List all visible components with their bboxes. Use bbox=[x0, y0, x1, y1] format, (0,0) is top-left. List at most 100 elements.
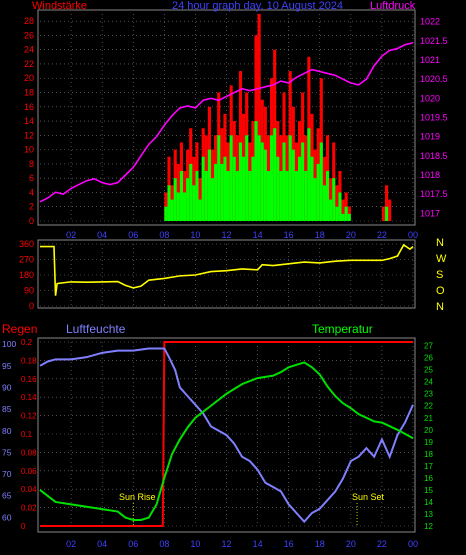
chart-title: 24 hour graph day, 10 August 2024 bbox=[172, 0, 344, 12]
humidity-y-tick-label: 95 bbox=[2, 361, 12, 371]
rain-y-tick-label: 0.08 bbox=[21, 448, 37, 457]
pressure-series-line bbox=[39, 41, 414, 203]
climate-x-tick-label: 12 bbox=[221, 539, 231, 549]
temperature-y-tick-label: 23 bbox=[424, 390, 433, 399]
rain-y-tick-label: 0 bbox=[21, 522, 26, 531]
wind-bars bbox=[164, 14, 392, 222]
average-wind-bar bbox=[201, 156, 205, 221]
average-wind-bar bbox=[204, 171, 208, 221]
wind-y-tick-label: 26 bbox=[24, 30, 34, 40]
average-wind-bar bbox=[319, 142, 323, 221]
wind-x-tick-label: 20 bbox=[346, 230, 356, 240]
climate-x-tick-label: 20 bbox=[346, 539, 356, 549]
average-wind-bar bbox=[316, 163, 320, 221]
humidity-series-line bbox=[39, 347, 414, 524]
wind-x-tick-label: 22 bbox=[377, 230, 387, 240]
average-wind-bar bbox=[210, 178, 215, 221]
rain-series-line bbox=[40, 341, 413, 527]
direction-letter-o: O bbox=[436, 285, 445, 297]
wind-x-tick-label: 18 bbox=[315, 230, 325, 240]
average-wind-bar bbox=[304, 171, 308, 221]
average-wind-bar bbox=[263, 149, 267, 221]
climate-x-tick-label: 10 bbox=[190, 539, 200, 549]
wind-x-tick-label: 14 bbox=[253, 230, 263, 240]
wind-y-tick-label: 6 bbox=[29, 173, 34, 183]
temperature-y-tick-label: 19 bbox=[424, 438, 433, 447]
average-wind-bar bbox=[273, 128, 277, 221]
average-wind-bar bbox=[235, 171, 239, 221]
average-wind-bar bbox=[347, 213, 351, 221]
pressure-y-tick-label: 1020.5 bbox=[420, 74, 448, 84]
wind-x-tick-label: 08 bbox=[159, 230, 169, 240]
direction-y-tick-label: 270 bbox=[19, 255, 34, 265]
average-wind-bar bbox=[192, 185, 196, 221]
direction-letter-s: S bbox=[436, 269, 444, 281]
average-wind-bar bbox=[229, 135, 233, 221]
direction-y-tick-label: 0 bbox=[29, 301, 34, 311]
gust-bar bbox=[257, 14, 261, 221]
temperature-y-tick-label: 18 bbox=[424, 450, 433, 459]
wind-y-tick-label: 18 bbox=[24, 88, 34, 98]
temperature-y-tick-label: 22 bbox=[424, 402, 433, 411]
direction-letter-n-top: N bbox=[436, 237, 444, 249]
climate-x-tick-label: 18 bbox=[315, 539, 325, 549]
average-wind-bar bbox=[254, 121, 258, 221]
wind-y-tick-label: 22 bbox=[24, 59, 34, 69]
pressure-line bbox=[39, 41, 414, 203]
climate-lines bbox=[39, 341, 414, 527]
direction-letter-n-bottom: N bbox=[436, 301, 444, 313]
average-wind-bar bbox=[186, 178, 190, 221]
wind-x-tick-label: 12 bbox=[221, 230, 231, 240]
average-wind-bar bbox=[385, 206, 389, 221]
direction-panel-frame bbox=[37, 239, 416, 309]
humidity-y-tick-label: 60 bbox=[2, 512, 12, 522]
wind-y-tick-label: 10 bbox=[24, 145, 34, 155]
direction-y-tick-label: 90 bbox=[24, 286, 34, 296]
average-wind-bar bbox=[335, 206, 339, 221]
average-wind-bar bbox=[260, 142, 264, 221]
humidity-y-tick-label: 90 bbox=[2, 382, 12, 392]
wind-y-tick-label: 4 bbox=[29, 187, 34, 197]
average-wind-bar bbox=[195, 171, 199, 221]
temperature-y-tick-label: 25 bbox=[424, 366, 433, 375]
humidity-y-tick-label: 65 bbox=[2, 491, 12, 501]
average-wind-bar bbox=[232, 156, 236, 221]
direction-letter-w: W bbox=[436, 253, 447, 265]
average-wind-bar bbox=[242, 156, 246, 221]
wind-x-tick-label: 00 bbox=[408, 230, 418, 240]
rain-axis-title: Regen bbox=[2, 322, 38, 336]
climate-axes: 0 0.02 0.04 0.06 0.08 0.1 0.12 0.14 0.16 0.18 0.2 6… bbox=[2, 338, 433, 549]
average-wind-bar bbox=[285, 171, 289, 221]
direction-y-tick-label: 180 bbox=[19, 270, 34, 280]
rain-y-tick-label: 0.06 bbox=[21, 467, 37, 476]
wind-axes: 024681012141618202224262810171017.510181… bbox=[24, 16, 448, 240]
pressure-y-tick-label: 1021 bbox=[420, 55, 440, 65]
gust-bar bbox=[335, 185, 339, 221]
average-wind-bar bbox=[220, 163, 224, 221]
wind-x-tick-label: 04 bbox=[97, 230, 107, 240]
pressure-y-tick-label: 1017 bbox=[420, 208, 440, 218]
climate-x-tick-label: 00 bbox=[408, 539, 418, 549]
wind-y-tick-label: 14 bbox=[24, 116, 34, 126]
pressure-y-tick-label: 1018.5 bbox=[420, 151, 448, 161]
average-wind-bar bbox=[198, 199, 202, 221]
temperature-y-tick-label: 12 bbox=[424, 522, 433, 531]
rain-y-tick-label: 0.14 bbox=[21, 393, 37, 402]
temperature-y-tick-label: 14 bbox=[424, 498, 433, 507]
wind-x-tick-label: 02 bbox=[66, 230, 76, 240]
average-wind-bar bbox=[294, 171, 298, 221]
average-wind-bar bbox=[313, 178, 317, 221]
rain-y-tick-label: 0.18 bbox=[21, 356, 37, 365]
climate-x-tick-label: 06 bbox=[128, 539, 138, 549]
humidity-y-tick-label: 85 bbox=[2, 404, 12, 414]
temperature-series-line bbox=[39, 361, 414, 521]
average-wind-bar bbox=[279, 171, 283, 221]
average-wind-bar bbox=[164, 206, 168, 221]
pressure-y-tick-label: 1019.5 bbox=[420, 113, 448, 123]
temperature-y-tick-label: 17 bbox=[424, 462, 433, 471]
average-wind-bar bbox=[301, 142, 305, 221]
average-wind-bar bbox=[179, 171, 183, 221]
average-wind-bar bbox=[291, 149, 295, 221]
average-wind-bar bbox=[245, 135, 249, 221]
